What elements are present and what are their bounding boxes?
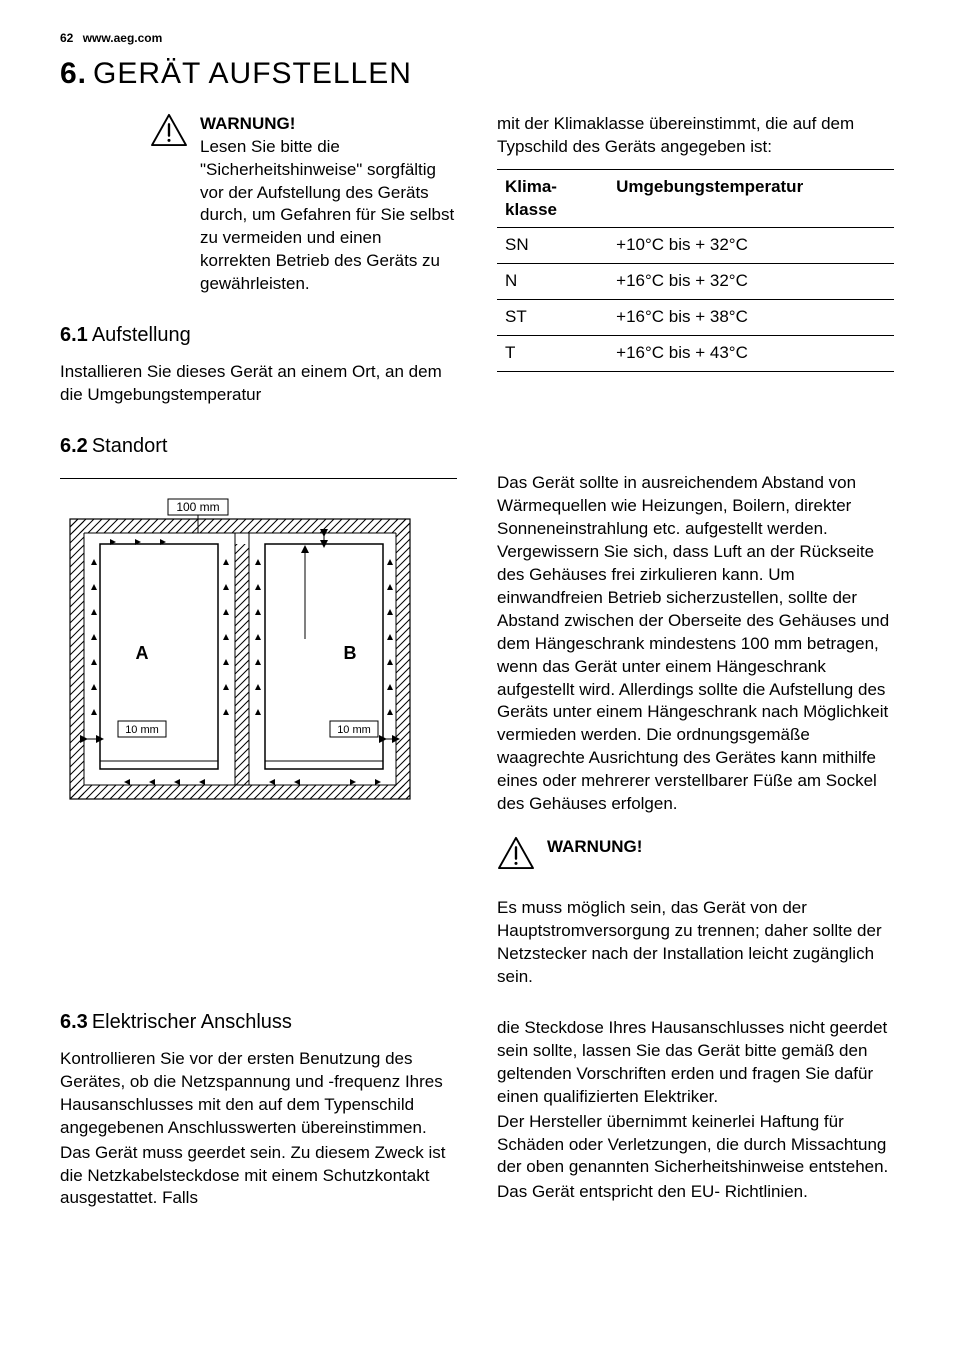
sub63-left-2: Das Gerät muss geerdet sein. Zu diesem Z… — [60, 1142, 457, 1211]
svg-text:100 mm: 100 mm — [176, 500, 219, 514]
warning-title: WARNUNG! — [547, 836, 894, 859]
page-number: 62 — [60, 30, 73, 46]
svg-text:B: B — [344, 643, 357, 663]
table-row: T+16°C bis + 43°C — [497, 336, 894, 372]
section-title: 6.GERÄT AUFSTELLEN — [60, 54, 894, 95]
svg-text:A: A — [136, 643, 149, 663]
page-header: 62 www.aeg.com — [60, 30, 894, 46]
warning-block-2: WARNUNG! — [497, 836, 894, 877]
sub63-right-3: Das Gerät entspricht den EU- Richtlinien… — [497, 1181, 894, 1204]
warning-icon — [497, 836, 535, 877]
svg-text:10 mm: 10 mm — [337, 724, 371, 736]
climate-th-class: Klima-klasse — [497, 169, 608, 228]
clearance-diagram: 100 mm 10 mm 10 mm A B — [60, 478, 457, 829]
subsection-6-1: 6.1Aufstellung — [60, 322, 457, 349]
warning2-text: Es muss möglich sein, das Gerät von der … — [497, 897, 894, 989]
warning-icon — [150, 113, 188, 299]
table-row: N+16°C bis + 32°C — [497, 264, 894, 300]
header-url: www.aeg.com — [83, 31, 163, 45]
climate-th-temp: Umgebungstemperatur — [608, 169, 894, 228]
sub61-text-right: mit der Klimaklasse übereinstimmt, die a… — [497, 113, 894, 159]
sub63-left-1: Kontrollieren Sie vor der ersten Benutzu… — [60, 1048, 457, 1140]
sub61-text-left: Installieren Sie dieses Gerät an einem O… — [60, 361, 457, 407]
sub63-right-1: die Steckdose Ihres Hausanschlusses nich… — [497, 1017, 894, 1109]
table-row: ST+16°C bis + 38°C — [497, 300, 894, 336]
table-row: SN+10°C bis + 32°C — [497, 228, 894, 264]
sub63-right-2: Der Hersteller übernimmt keinerlei Haftu… — [497, 1111, 894, 1180]
subsection-6-3: 6.3Elektrischer Anschluss — [60, 1009, 457, 1036]
warning-block-1: WARNUNG! Lesen Sie bitte die "Sicherheit… — [60, 113, 457, 299]
climate-table: Klima-klasse Umgebungstemperatur SN+10°C… — [497, 169, 894, 373]
warning-title: WARNUNG! — [200, 113, 457, 136]
warning-text: Lesen Sie bitte die "Sicherheitshinweise… — [200, 136, 457, 297]
section-num: 6. — [60, 57, 87, 90]
sub62-text: Das Gerät sollte in ausreichendem Abstan… — [497, 472, 894, 816]
subsection-6-2: 6.2Standort — [60, 433, 894, 460]
svg-text:10 mm: 10 mm — [125, 724, 159, 736]
section-name: GERÄT AUFSTELLEN — [93, 57, 412, 90]
